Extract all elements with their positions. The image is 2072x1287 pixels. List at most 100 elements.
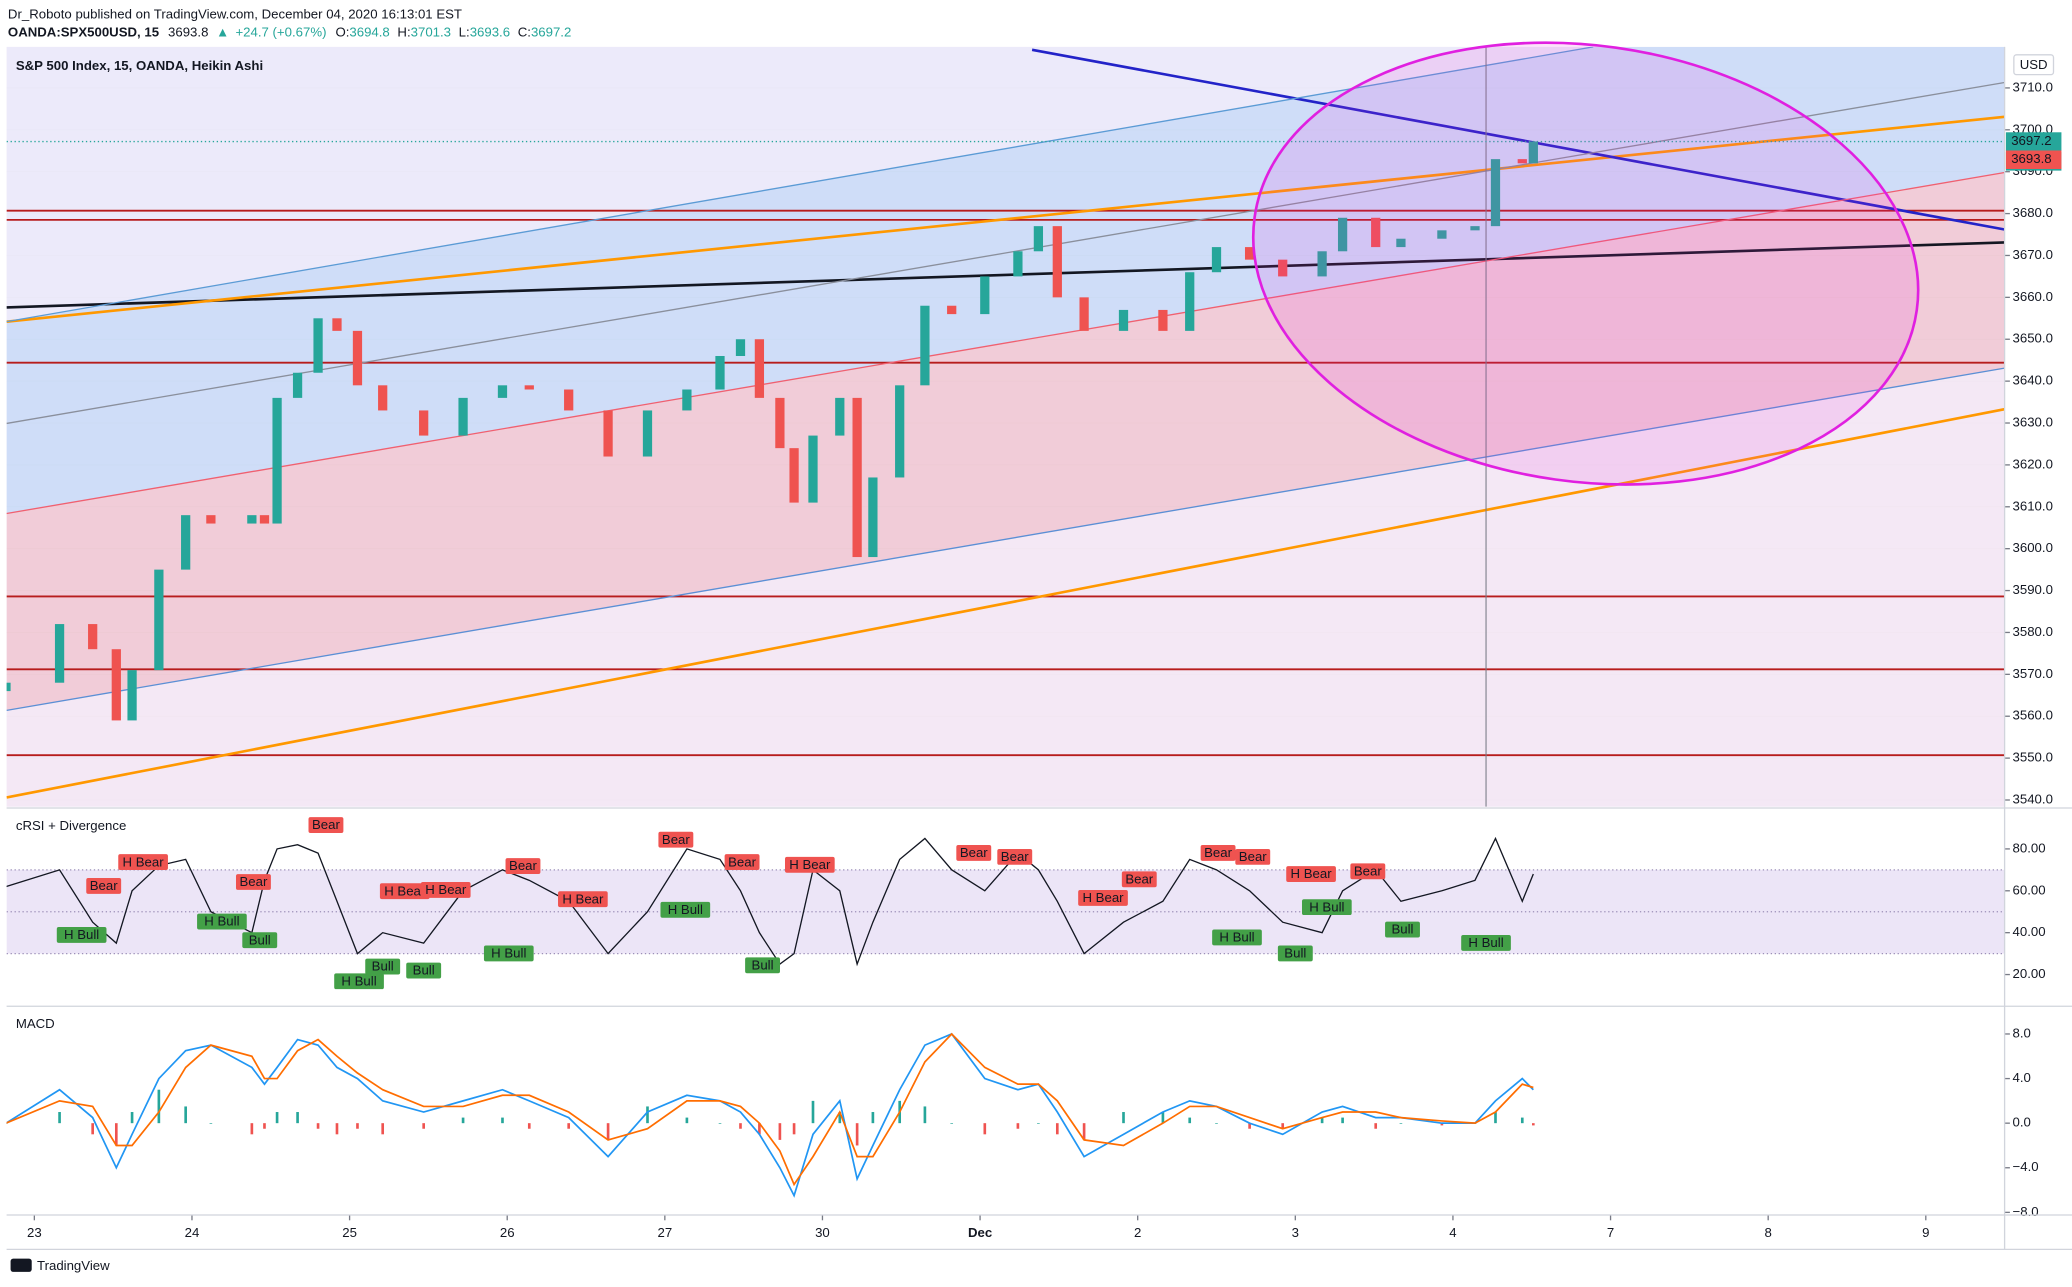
candle <box>127 670 137 721</box>
candle <box>868 477 878 558</box>
x-tick-label: 8 <box>1765 1225 1772 1240</box>
overlay-layer: 3540.0 3550.0 3560.0 3570.0 3580.0 3590.0 3600… <box>27 79 2062 1240</box>
signal-box <box>1121 871 1157 888</box>
main-title: S&P 500 Index, 15, OANDA, Heikin Ashi <box>16 58 263 73</box>
trendline <box>6 407 2005 799</box>
signal-label: H Bull <box>1219 930 1254 945</box>
x-tick-label: Dec <box>968 1225 992 1240</box>
histogram-bar <box>1037 1123 1040 1124</box>
histogram-bar <box>1161 1112 1165 1124</box>
y-tick-label: 8.0 <box>2013 1025 2031 1040</box>
candle <box>1437 230 1447 239</box>
macd-title: MACD <box>16 1016 55 1031</box>
histogram-bar <box>91 1123 94 1135</box>
x-tick-label: 4 <box>1449 1225 1456 1240</box>
low-label: L: <box>459 25 470 40</box>
signal-box <box>558 891 608 908</box>
signal-box <box>745 957 780 974</box>
main-layer <box>6 46 2005 807</box>
y-tick-label: 40.00 <box>2013 924 2046 939</box>
signal-label: H Bull <box>668 902 703 917</box>
histogram-bar <box>316 1123 320 1129</box>
signal-label: Bear <box>1125 871 1153 886</box>
signal-label: Bear <box>509 858 537 873</box>
channel-fill-bottom <box>6 368 2005 807</box>
histogram-bar <box>1281 1123 1285 1129</box>
signal-box <box>420 882 471 898</box>
signal-box <box>483 945 534 962</box>
channel-fill-lower <box>6 172 2005 711</box>
signal-label: Bull <box>249 932 271 947</box>
histogram-bar <box>792 1123 796 1135</box>
signal-box <box>1461 935 1511 951</box>
candle <box>1371 217 1381 248</box>
candle <box>292 372 303 398</box>
histogram-bar <box>1215 1123 1218 1124</box>
histogram-bar <box>1188 1117 1192 1124</box>
y-tick-label: 3680.0 <box>2013 205 2053 220</box>
histogram-bar <box>1494 1112 1497 1124</box>
signal-box <box>334 973 384 990</box>
signal-box <box>1277 945 1313 962</box>
trendline <box>6 115 2005 323</box>
signal-label: Bear <box>728 854 756 869</box>
candle <box>895 385 905 478</box>
signal-line <box>6 1032 1534 1187</box>
histogram-bar <box>58 1112 61 1124</box>
candle <box>497 385 508 398</box>
candle <box>1396 238 1406 248</box>
candle <box>1158 309 1168 331</box>
histogram-bar <box>838 1112 842 1124</box>
histogram-bar <box>1520 1117 1524 1124</box>
y-tick-label: 80.00 <box>2013 840 2046 855</box>
close-label: C: <box>518 25 531 40</box>
logo <box>10 1258 32 1272</box>
candle <box>88 624 98 650</box>
candle <box>564 389 574 411</box>
signal-label: Bull <box>372 959 394 974</box>
signal-label: H Bear <box>789 857 831 872</box>
histogram-bar <box>923 1106 927 1124</box>
candle <box>1052 226 1062 298</box>
histogram-bar <box>1082 1123 1086 1140</box>
y-tick-label: 3570.0 <box>2013 666 2053 681</box>
x-tick-label: 26 <box>500 1225 515 1240</box>
open-label: O: <box>335 25 349 40</box>
histogram-bar <box>646 1106 649 1124</box>
signal-label: H Bear <box>1291 866 1333 881</box>
candle <box>352 330 363 386</box>
histogram-bar <box>1248 1123 1251 1129</box>
candle <box>715 355 725 390</box>
candle <box>259 515 270 524</box>
candle <box>111 649 121 721</box>
histogram-bar <box>275 1112 279 1124</box>
signal-box <box>724 854 760 871</box>
x-tick-label: 9 <box>1922 1225 1929 1240</box>
x-tick-label: 3 <box>1292 1225 1299 1240</box>
signal-box <box>505 858 541 875</box>
candle <box>980 276 990 315</box>
signal-box <box>1212 929 1262 946</box>
y-tick-label: 3710.0 <box>2013 79 2053 94</box>
macd-layer <box>6 1032 1535 1198</box>
histogram-bar <box>1399 1123 1403 1124</box>
histogram-bar <box>263 1123 266 1129</box>
signal-label: Bear <box>960 845 988 860</box>
histogram-bar <box>983 1123 987 1135</box>
signal-box <box>1286 866 1336 882</box>
signal-label: H Bull <box>64 927 99 942</box>
y-tick-label: 3560.0 <box>2013 708 2053 723</box>
highlight-ellipse <box>1251 41 1920 486</box>
candle <box>54 624 65 683</box>
candle <box>603 410 613 457</box>
signal-box <box>1078 889 1128 906</box>
signal-label: Bull <box>752 957 774 972</box>
histogram-bar <box>296 1112 299 1124</box>
signal-label: H Bull <box>491 946 526 961</box>
price-label: 3693.8 <box>2011 151 2051 166</box>
signal-box <box>197 913 247 930</box>
rsi-title: cRSI + Divergence <box>16 818 126 833</box>
histogram-bar <box>567 1123 571 1129</box>
candle <box>524 385 534 390</box>
